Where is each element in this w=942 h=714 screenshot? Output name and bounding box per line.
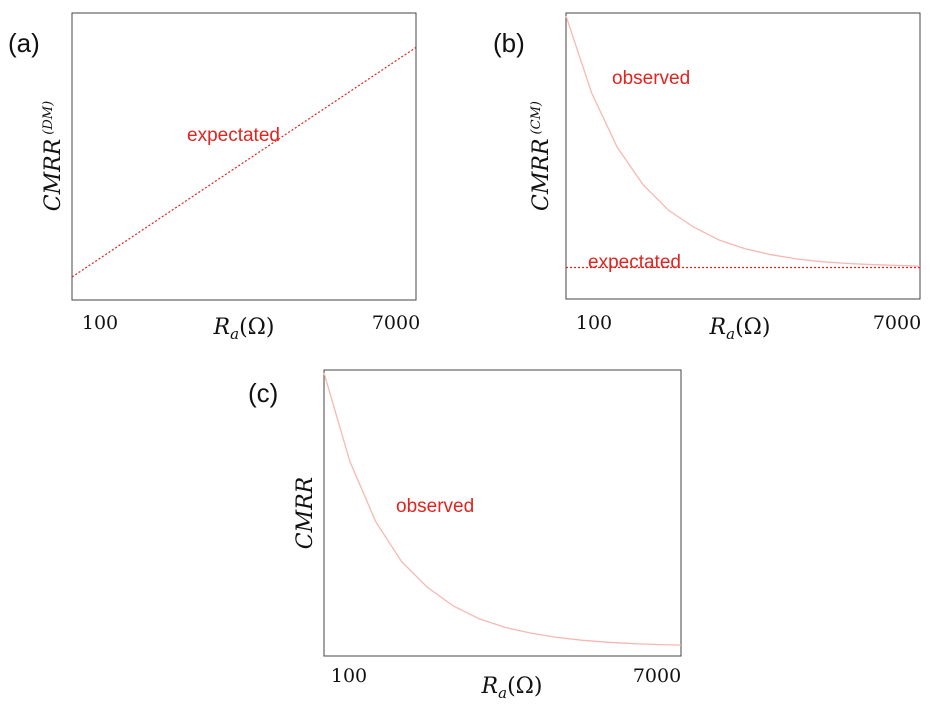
series-line-observed xyxy=(565,15,921,267)
x-tick-label: 7000 xyxy=(633,665,681,687)
panel-label: (c) xyxy=(248,378,278,408)
panel-label: (b) xyxy=(493,28,525,58)
x-tick-label: 100 xyxy=(82,312,118,334)
panel-label: (a) xyxy=(8,28,40,58)
annotation-expectated: expectated xyxy=(187,125,280,146)
panel-c: (c) observed 100 7000 Ra(Ω) CMRR xyxy=(248,369,682,702)
series-line-expectated xyxy=(71,46,417,278)
x-tick-label: 100 xyxy=(331,665,367,687)
y-axis-label: CMRR(CM) xyxy=(529,101,554,211)
annotation-observed: observed xyxy=(612,68,690,89)
annotation-expectated: expectated xyxy=(588,252,681,273)
series-line-observed xyxy=(323,372,682,646)
panel-a: (a) expectated 100 7000 Ra(Ω) CMRR(DM) xyxy=(8,12,420,343)
x-tick-label: 7000 xyxy=(873,312,921,334)
x-axis-label: Ra(Ω) xyxy=(213,315,275,343)
y-axis-label: CMRR(DM) xyxy=(41,101,66,211)
y-axis-label: CMRR xyxy=(293,477,318,550)
x-tick-label: 100 xyxy=(576,312,612,334)
x-axis-label: Ra(Ω) xyxy=(709,315,771,343)
x-tick-label: 7000 xyxy=(372,312,420,334)
panel-b: (b) observed expectated 100 7000 Ra(Ω) CMRR(CM… xyxy=(493,12,921,343)
plot-frame xyxy=(71,12,417,301)
plot-frame xyxy=(565,12,921,300)
annotation-observed: observed xyxy=(396,496,474,517)
x-axis-label: Ra(Ω) xyxy=(481,674,543,702)
plot-frame xyxy=(323,369,682,657)
